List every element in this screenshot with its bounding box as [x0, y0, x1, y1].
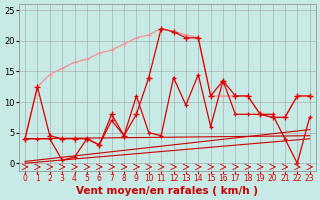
X-axis label: Vent moyen/en rafales ( km/h ): Vent moyen/en rafales ( km/h ) [76, 186, 258, 196]
